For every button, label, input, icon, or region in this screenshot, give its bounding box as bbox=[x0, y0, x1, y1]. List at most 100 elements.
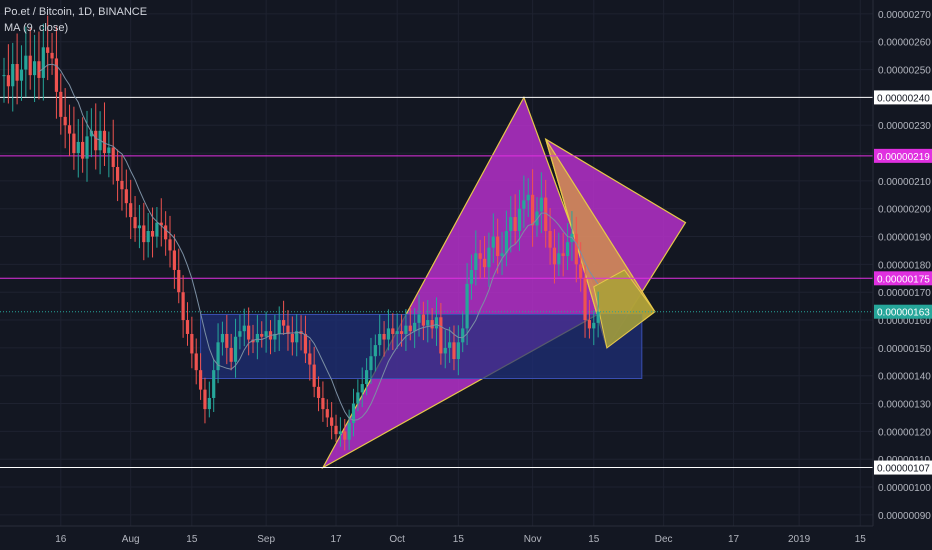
candle-body bbox=[85, 136, 89, 159]
support-zone-rectangle bbox=[200, 313, 643, 379]
candle-body bbox=[63, 116, 67, 126]
candle-body bbox=[452, 342, 456, 360]
candle-body bbox=[168, 239, 172, 251]
last-price-label: 0.00000163 bbox=[877, 308, 930, 319]
candle-body bbox=[164, 225, 168, 240]
price-level-label-bg bbox=[874, 90, 932, 105]
candle-body bbox=[102, 130, 107, 154]
time-axis-background bbox=[0, 526, 932, 550]
candle-body bbox=[465, 283, 469, 329]
candle-body bbox=[500, 253, 504, 257]
price-tick-label: 0.00000270 bbox=[878, 10, 931, 21]
candle-body bbox=[273, 333, 277, 340]
candle-body bbox=[229, 347, 233, 362]
candle-body bbox=[107, 147, 111, 154]
candle-body bbox=[426, 320, 430, 326]
price-tick-label: 0.00000150 bbox=[878, 344, 931, 355]
candle-body bbox=[41, 47, 45, 78]
candle-body bbox=[142, 225, 146, 243]
candle-body bbox=[330, 417, 334, 426]
candle-body bbox=[281, 320, 286, 326]
candle-body bbox=[382, 333, 386, 340]
candle-body bbox=[133, 217, 137, 229]
candle-body bbox=[316, 386, 321, 398]
candle-body bbox=[356, 392, 360, 404]
price-level-label: 0.00000175 bbox=[877, 274, 930, 285]
candle-body bbox=[28, 55, 32, 76]
time-tick-label: Dec bbox=[655, 534, 673, 545]
candle-body bbox=[386, 328, 391, 340]
candle-body bbox=[181, 292, 185, 321]
candle-body bbox=[443, 347, 447, 354]
price-level-label: 0.00000107 bbox=[877, 464, 930, 475]
candle-body bbox=[32, 61, 37, 76]
candle-body bbox=[72, 133, 76, 154]
last-price-label-bg bbox=[874, 304, 932, 319]
candle-body bbox=[190, 333, 194, 354]
candle-body bbox=[522, 200, 526, 209]
candle-body bbox=[343, 431, 347, 440]
candle-body bbox=[365, 370, 369, 385]
candle-body bbox=[203, 389, 207, 410]
candle-body bbox=[487, 247, 491, 268]
candle-body bbox=[404, 325, 408, 334]
candle-body bbox=[225, 333, 229, 348]
time-tick-label: Aug bbox=[122, 534, 140, 545]
candle-body bbox=[76, 141, 80, 154]
candle-body bbox=[155, 222, 159, 237]
candle-body bbox=[50, 52, 54, 59]
candle-body bbox=[334, 425, 338, 435]
candle-body bbox=[312, 364, 316, 387]
candle-body bbox=[395, 331, 399, 334]
candle-body bbox=[242, 325, 246, 332]
candle-body bbox=[583, 278, 587, 321]
price-tick-label: 0.00000190 bbox=[878, 233, 931, 244]
candle-body bbox=[94, 130, 98, 151]
time-tick-label: 15 bbox=[453, 534, 465, 545]
candle-body bbox=[448, 342, 452, 348]
candle-body bbox=[308, 353, 312, 365]
price-level-label: 0.00000219 bbox=[877, 152, 930, 163]
candle-body bbox=[474, 253, 478, 270]
candle-body bbox=[351, 403, 356, 424]
price-level-label-bg bbox=[874, 460, 932, 475]
candle-body bbox=[233, 336, 238, 362]
candle-body bbox=[120, 180, 124, 190]
time-tick-label: 2019 bbox=[788, 534, 811, 545]
candle-body bbox=[238, 331, 242, 337]
candle-body bbox=[81, 141, 85, 159]
candle-body bbox=[456, 342, 460, 360]
candle-body bbox=[24, 55, 28, 70]
candle-body bbox=[290, 333, 294, 343]
candle-body bbox=[596, 311, 600, 323]
candle-body bbox=[565, 242, 570, 257]
candle-body bbox=[347, 423, 351, 440]
candle-body bbox=[177, 269, 181, 293]
candle-body bbox=[146, 230, 150, 243]
candle-body bbox=[220, 333, 225, 343]
price-tick-label: 0.00000170 bbox=[878, 288, 931, 299]
candle-body bbox=[46, 47, 50, 53]
price-tick-label: 0.00000200 bbox=[878, 205, 931, 216]
candle-body bbox=[11, 64, 15, 87]
candle-body bbox=[129, 203, 133, 218]
candle-body bbox=[59, 91, 63, 117]
candle-body bbox=[548, 230, 552, 248]
price-level-label-bg bbox=[874, 148, 932, 163]
price-tick-label: 0.00000160 bbox=[878, 316, 931, 327]
candle-body bbox=[579, 264, 583, 279]
candle-body bbox=[264, 331, 268, 337]
candle-body bbox=[159, 222, 163, 226]
candle-body bbox=[509, 217, 513, 231]
candle-body bbox=[421, 314, 425, 326]
candle-body bbox=[2, 75, 6, 77]
candle-body bbox=[260, 333, 264, 337]
candle-body bbox=[513, 217, 517, 231]
candle-body bbox=[67, 125, 72, 134]
indicator-legend: MA (9, close) bbox=[4, 22, 69, 34]
candle-body bbox=[19, 69, 24, 81]
price-level-label-bg bbox=[874, 271, 932, 286]
time-tick-label: Oct bbox=[389, 534, 405, 545]
